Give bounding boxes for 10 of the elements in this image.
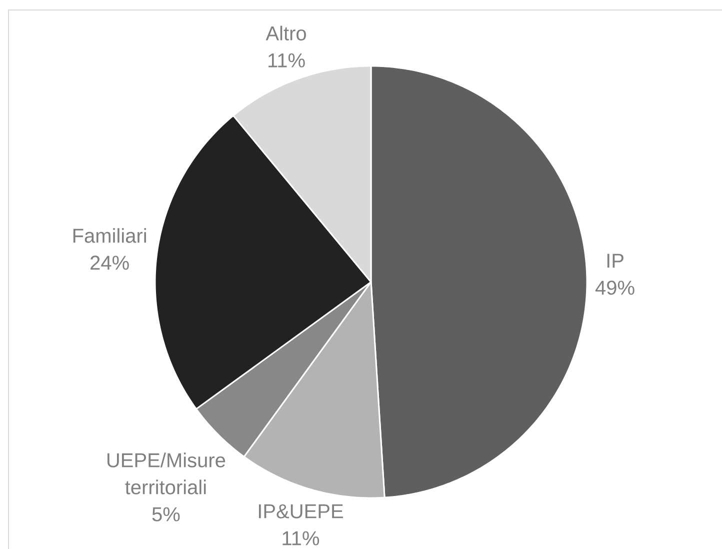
slice-label: Altro [266,26,306,40]
data-label: 49% [595,280,634,295]
slice-label: IP [607,254,624,268]
data-label: 11% [282,531,320,546]
slice-label: UEPE/Misure territoriali [107,452,226,494]
data-label: 24% [90,256,129,270]
data-label: 5% [152,507,180,522]
slice-label: Familiari [73,228,146,243]
slice-label: IP&UEPE [258,504,343,518]
data-label: 11% [268,53,305,68]
